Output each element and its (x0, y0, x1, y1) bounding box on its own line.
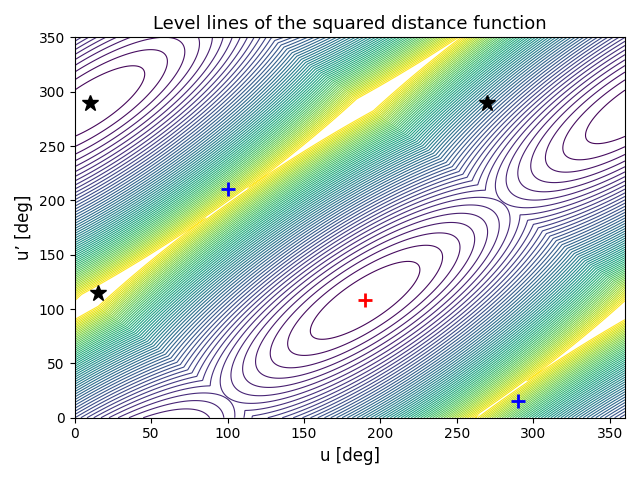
X-axis label: u [deg]: u [deg] (320, 447, 380, 465)
Title: Level lines of the squared distance function: Level lines of the squared distance func… (153, 15, 547, 33)
Y-axis label: u’ [deg]: u’ [deg] (15, 195, 33, 260)
